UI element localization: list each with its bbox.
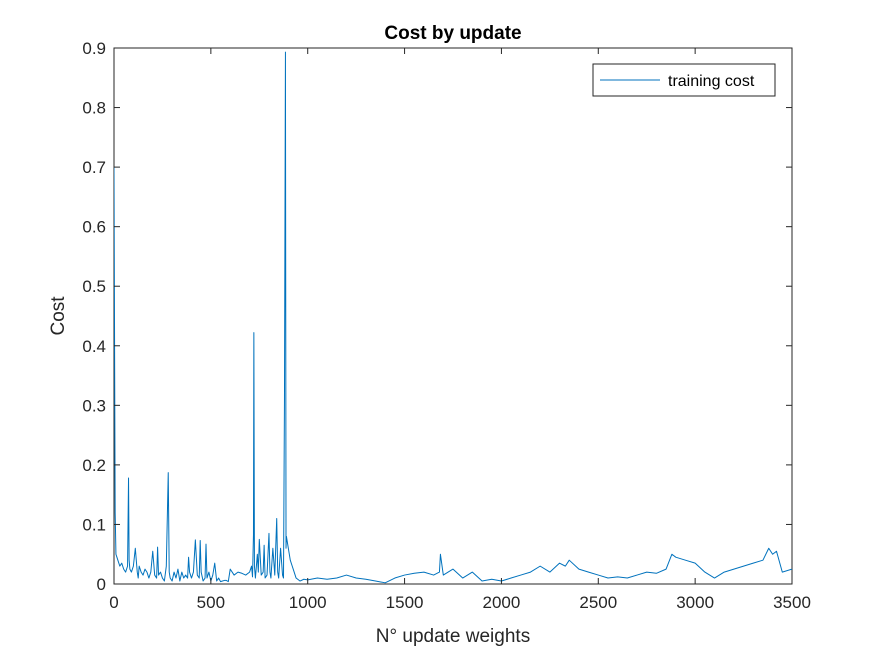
y-tick-label: 0.5 bbox=[82, 277, 106, 296]
y-axis-ticks: 0 0.1 0.2 0.3 0.4 0.5 0.6 0.7 0.8 0.9 bbox=[82, 39, 792, 594]
x-tick-label: 0 bbox=[109, 593, 118, 612]
y-tick-label: 0.9 bbox=[82, 39, 106, 58]
legend: training cost bbox=[592, 63, 776, 97]
axes-box bbox=[113, 47, 793, 585]
x-tick-label: 2000 bbox=[483, 593, 521, 612]
series-line-training-cost bbox=[114, 51, 792, 584]
legend-entry-training-cost: training cost bbox=[668, 73, 755, 90]
y-tick-label: 0 bbox=[97, 575, 106, 594]
x-axis-ticks: 0 500 1000 1500 2000 2500 3000 3500 bbox=[109, 48, 811, 612]
y-tick-label: 0.7 bbox=[82, 158, 106, 177]
y-tick-label: 0.8 bbox=[82, 99, 106, 118]
x-tick-label: 3000 bbox=[676, 593, 714, 612]
y-tick-label: 0.3 bbox=[82, 396, 106, 415]
y-tick-label: 0.2 bbox=[82, 456, 106, 475]
x-tick-label: 500 bbox=[197, 593, 225, 612]
x-tick-label: 2500 bbox=[579, 593, 617, 612]
plot-area: 0 500 1000 1500 2000 2500 3000 3500 00.10.20.30… bbox=[82, 39, 811, 612]
y-axis-label: Cost bbox=[48, 296, 69, 336]
x-tick-label: 1000 bbox=[289, 593, 327, 612]
y-tick-label: 0.4 bbox=[82, 337, 106, 356]
y-tick-label: 0.1 bbox=[82, 515, 106, 534]
series-layer bbox=[114, 51, 792, 584]
chart-title: Cost by update bbox=[384, 23, 521, 44]
x-tick-label: 1500 bbox=[386, 593, 424, 612]
x-axis-label: N° update weights bbox=[376, 626, 530, 647]
x-tick-label: 3500 bbox=[773, 593, 811, 612]
y-tick-label: 0.6 bbox=[82, 218, 106, 237]
